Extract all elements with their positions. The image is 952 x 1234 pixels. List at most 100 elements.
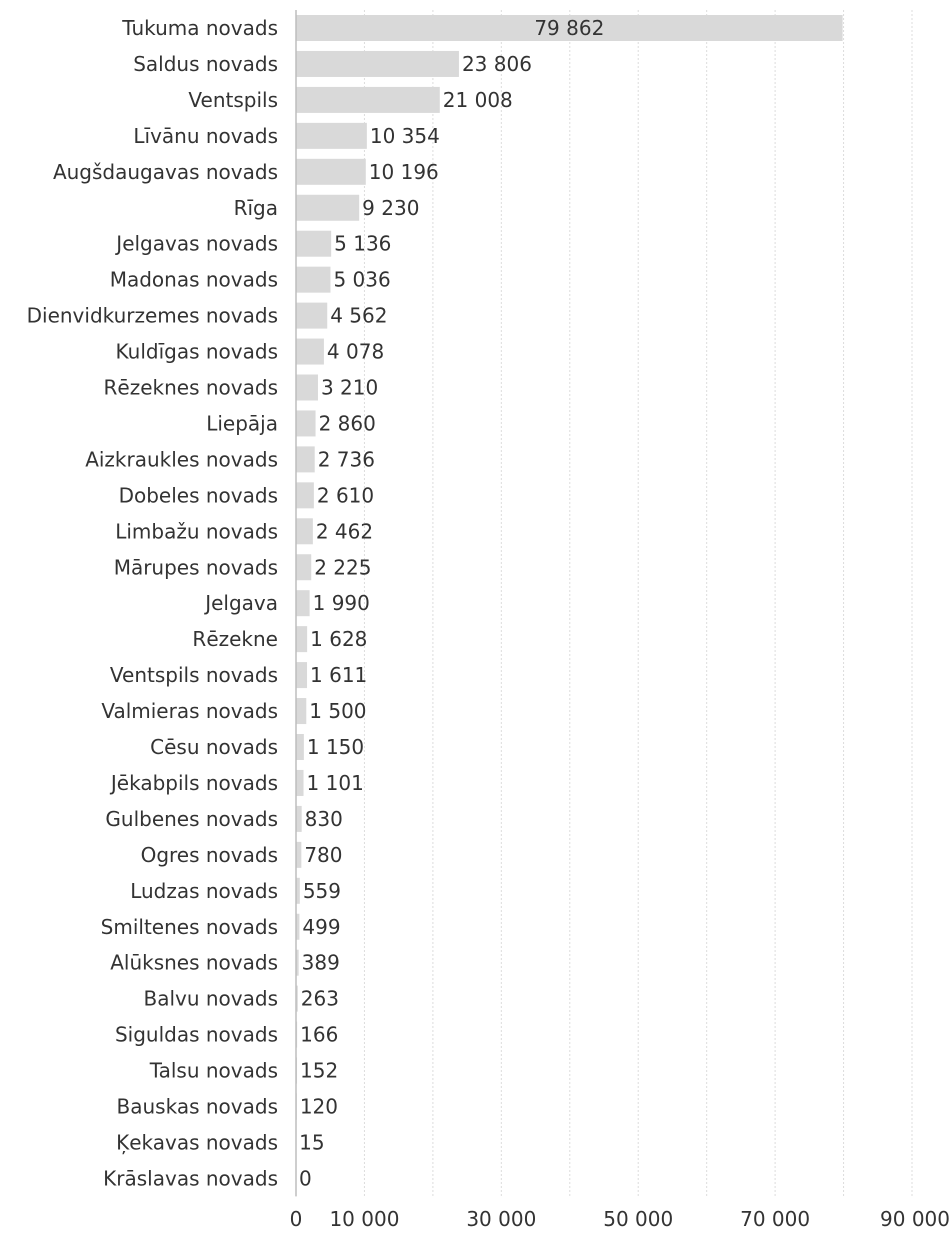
category-label: Tukuma novads	[121, 16, 278, 40]
bar	[296, 769, 304, 796]
bar	[296, 410, 316, 437]
category-label: Jelgava	[203, 591, 278, 615]
bars	[296, 15, 843, 1156]
bar	[296, 230, 332, 257]
category-label: Saldus novads	[133, 52, 278, 76]
value-label: 780	[304, 843, 342, 867]
value-label: 4 562	[330, 304, 387, 328]
x-axis-ticks: 0 10 000 30 000 50 000 70 000 90 000	[290, 1207, 950, 1231]
value-label: 10 196	[369, 160, 439, 184]
category-label: Mārupes novads	[114, 555, 278, 579]
x-tick-label: 30 000	[466, 1207, 536, 1231]
bar	[296, 698, 307, 725]
bar	[296, 86, 440, 113]
value-label: 3 210	[321, 376, 378, 400]
bar	[296, 662, 308, 689]
value-label: 2 225	[314, 555, 371, 579]
category-label: Augšdaugavas novads	[53, 160, 278, 184]
bar	[296, 913, 300, 940]
category-label: Krāslavas novads	[103, 1166, 278, 1190]
value-label: 2 860	[319, 411, 376, 435]
category-label: Balvu novads	[143, 987, 278, 1011]
value-label: 559	[303, 879, 341, 903]
bar	[296, 626, 308, 653]
x-tick-label: 90 000	[880, 1207, 950, 1231]
category-label: Rīga	[234, 196, 278, 220]
bar	[296, 122, 367, 149]
value-label: 21 008	[443, 88, 513, 112]
category-label: Jēkabpils novads	[109, 771, 278, 795]
bar	[296, 338, 324, 365]
category-label: Smiltenes novads	[101, 915, 278, 939]
value-label: 1 101	[307, 771, 364, 795]
bar	[296, 50, 459, 77]
category-label: Aizkraukles novads	[85, 447, 278, 471]
bar	[296, 877, 300, 904]
gridlines	[363, 10, 913, 1197]
x-tick-label: 10 000	[329, 1207, 399, 1231]
category-label: Alūksnes novads	[110, 951, 278, 975]
bar	[296, 482, 314, 509]
bar	[296, 194, 360, 221]
category-label: Talsu novads	[149, 1059, 278, 1083]
category-label: Limbažu novads	[115, 519, 278, 543]
category-label: Rēzeknes novads	[104, 376, 278, 400]
value-label: 2 736	[318, 447, 375, 471]
x-tick-label: 70 000	[740, 1207, 810, 1231]
value-label: 4 078	[327, 340, 384, 364]
value-label: 15	[299, 1130, 324, 1154]
bar	[296, 518, 313, 545]
category-label: Siguldas novads	[115, 1023, 278, 1047]
bar	[296, 841, 302, 868]
category-label: Ventspils	[188, 88, 278, 112]
bar	[296, 949, 299, 976]
bar	[296, 302, 328, 329]
bar	[296, 985, 298, 1012]
value-label: 166	[300, 1023, 338, 1047]
bar	[296, 734, 304, 760]
bar	[296, 446, 315, 473]
category-label: Valmieras novads	[101, 699, 278, 723]
value-label: 1 611	[310, 663, 367, 687]
value-label: 0	[299, 1166, 312, 1190]
value-label: 152	[300, 1059, 338, 1083]
category-label: Dienvidkurzemes novads	[27, 304, 278, 328]
category-labels: Tukuma novads Saldus novads Ventspils Līvān…	[27, 16, 278, 1190]
value-label: 120	[300, 1095, 338, 1119]
value-label: 263	[301, 987, 339, 1011]
bar	[296, 158, 366, 185]
value-label: 10 354	[370, 124, 440, 148]
value-label: 2 462	[316, 519, 373, 543]
value-label: 1 990	[313, 591, 370, 615]
value-label: 2 610	[317, 483, 374, 507]
value-label: 79 862	[534, 16, 604, 40]
bar	[296, 805, 302, 832]
value-label: 1 628	[310, 627, 367, 651]
value-label: 499	[302, 915, 340, 939]
category-label: Bauskas novads	[117, 1095, 278, 1119]
category-label: Cēsu novads	[150, 735, 278, 759]
bar	[296, 554, 312, 581]
category-label: Kuldīgas novads	[116, 340, 278, 364]
category-label: Madonas novads	[110, 268, 278, 292]
category-label: Ludzas novads	[130, 879, 278, 903]
category-label: Rēzekne	[192, 627, 278, 651]
category-label: Gulbenes novads	[105, 807, 278, 831]
category-label: Ķekavas novads	[116, 1130, 278, 1154]
value-label: 9 230	[362, 196, 419, 220]
value-label: 5 136	[334, 232, 391, 256]
bar	[296, 374, 318, 401]
value-label: 5 036	[333, 268, 390, 292]
value-label: 389	[302, 951, 340, 975]
category-label: Ogres novads	[141, 843, 278, 867]
category-label: Ventspils novads	[110, 663, 278, 687]
category-label: Dobeles novads	[119, 483, 278, 507]
bar	[296, 590, 310, 617]
x-tick-label: 50 000	[603, 1207, 673, 1231]
value-label: 1 500	[309, 699, 366, 723]
x-tick-label: 0	[290, 1207, 303, 1231]
category-label: Līvānu novads	[133, 124, 278, 148]
category-label: Liepāja	[206, 411, 278, 435]
bar	[296, 266, 331, 293]
